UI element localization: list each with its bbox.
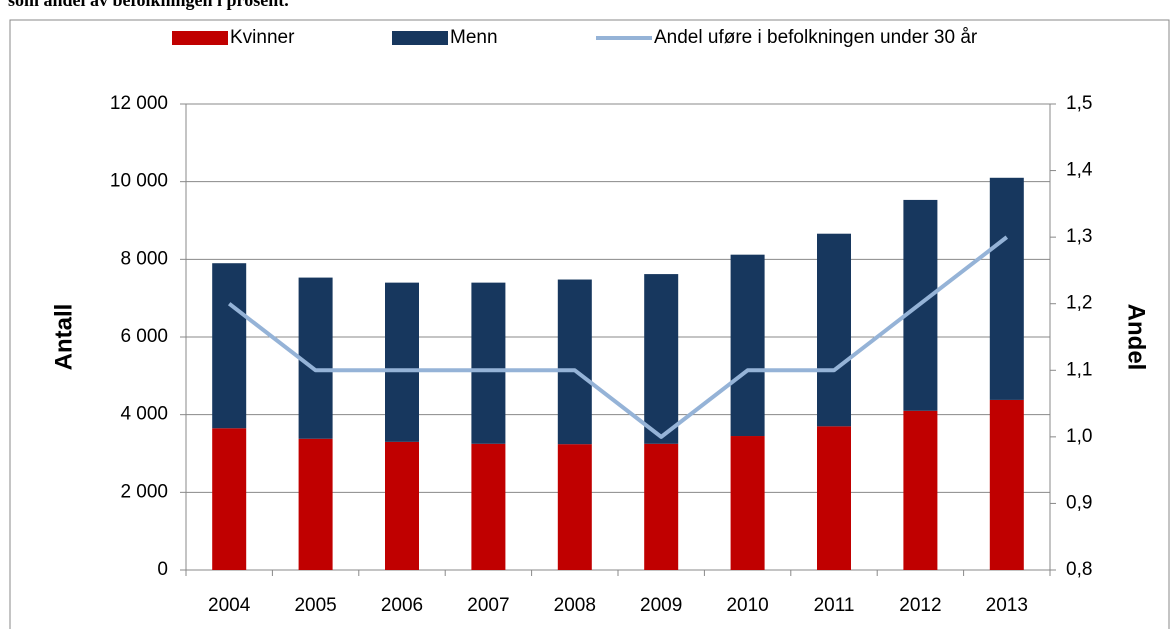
y2-tick-label: 1,2 xyxy=(1066,293,1092,314)
bar xyxy=(385,282,419,442)
bar xyxy=(557,444,592,570)
x-tick-label: 2007 xyxy=(467,595,509,616)
legend-swatch xyxy=(172,31,228,45)
y2-tick-label: 1,3 xyxy=(1066,226,1092,247)
legend-label: Kvinner xyxy=(230,27,295,48)
y-tick-label: 6 000 xyxy=(120,326,168,347)
bar xyxy=(817,426,851,570)
x-tick-label: 2004 xyxy=(208,595,251,616)
y2-tick-label: 0,8 xyxy=(1066,559,1092,580)
y-axis-title: Antall xyxy=(50,304,77,371)
bar xyxy=(298,438,333,570)
y2-tick-label: 1,0 xyxy=(1066,426,1092,447)
y-tick-label: 8 000 xyxy=(120,248,168,269)
bar xyxy=(471,443,506,570)
legend-swatch xyxy=(392,31,448,45)
bar xyxy=(471,282,506,444)
bar xyxy=(730,254,765,437)
x-tick-label: 2009 xyxy=(640,595,682,616)
x-tick-label: 2005 xyxy=(294,595,336,616)
x-tick-label: 2012 xyxy=(899,595,941,616)
bar xyxy=(644,274,679,444)
x-tick-label: 2011 xyxy=(814,595,855,616)
bar xyxy=(989,399,1024,570)
y-tick-label: 0 xyxy=(157,559,168,580)
x-tick-label: 2013 xyxy=(986,595,1028,616)
y-tick-label: 4 000 xyxy=(120,404,168,425)
bar xyxy=(557,279,592,445)
legend-label: Menn xyxy=(450,27,498,48)
x-tick-label: 2010 xyxy=(726,595,768,616)
y-tick-label: 12 000 xyxy=(110,93,168,114)
bar xyxy=(212,428,247,570)
y2-tick-label: 1,5 xyxy=(1066,93,1092,114)
bar xyxy=(989,177,1024,400)
bar xyxy=(730,436,765,570)
y-tick-label: 10 000 xyxy=(110,171,168,192)
bar xyxy=(644,443,679,570)
bar xyxy=(817,233,851,427)
line xyxy=(227,235,1009,439)
y2-tick-label: 0,9 xyxy=(1066,492,1092,513)
y-tick-label: 2 000 xyxy=(120,481,168,502)
legend-label: Andel uføre i befolkningen under 30 år xyxy=(654,27,978,48)
y2-tick-label: 1,1 xyxy=(1066,359,1092,380)
y2-axis-title: Andel xyxy=(1123,304,1150,371)
x-tick-label: 2008 xyxy=(554,595,596,616)
x-tick-label: 2006 xyxy=(381,595,423,616)
bar xyxy=(385,441,419,570)
chart-title: som andel av befolkningen i prosent. xyxy=(8,0,289,10)
bar xyxy=(298,277,333,439)
bar xyxy=(903,410,938,570)
y2-tick-label: 1,4 xyxy=(1066,160,1093,181)
bar xyxy=(212,263,247,429)
